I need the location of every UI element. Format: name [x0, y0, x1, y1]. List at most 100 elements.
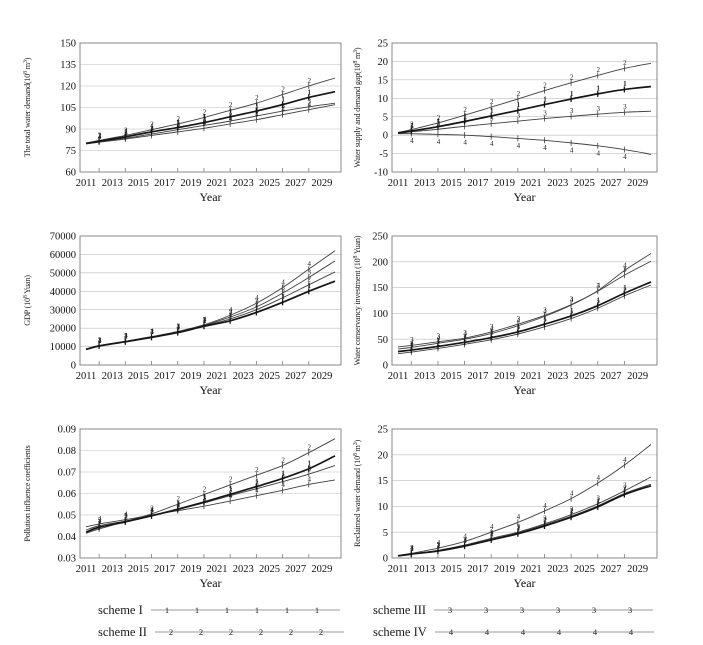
- y-axis-title: The total water demand(108 m3): [23, 57, 32, 157]
- svg-text:0.09: 0.09: [58, 425, 76, 436]
- svg-text:10: 10: [378, 94, 389, 105]
- svg-text:1: 1: [490, 328, 494, 336]
- svg-text:3: 3: [124, 129, 128, 137]
- legend-line-scheme-3: 3 3 3 3 3 3: [434, 605, 654, 615]
- svg-text:2025: 2025: [574, 178, 595, 189]
- legend-item-scheme-4: scheme IV 4 4 4 4 4 4: [373, 623, 658, 641]
- svg-text:3: 3: [570, 295, 574, 303]
- svg-text:4: 4: [410, 544, 414, 552]
- svg-text:20: 20: [378, 57, 389, 68]
- svg-text:1: 1: [98, 132, 102, 140]
- svg-text:2027: 2027: [285, 564, 306, 575]
- svg-text:2023: 2023: [547, 564, 568, 575]
- svg-text:4: 4: [490, 523, 494, 531]
- series-markers-scheme-1: 1 1 1 1 1 1 1 1 1: [410, 485, 627, 558]
- svg-text:15: 15: [378, 476, 389, 487]
- legend-marker-numeral: 1: [285, 605, 289, 615]
- legend-marker-numeral: 3: [628, 605, 632, 615]
- svg-text:2: 2: [203, 108, 207, 116]
- legend-marker-numeral: 1: [195, 605, 199, 615]
- svg-text:-5: -5: [379, 149, 388, 160]
- svg-text:2: 2: [281, 85, 285, 93]
- svg-text:1: 1: [229, 485, 233, 493]
- series-markers-scheme-2: 2 2 2 2 2 2 2 2 2: [410, 59, 627, 133]
- svg-text:1: 1: [229, 108, 233, 116]
- svg-text:2: 2: [623, 59, 627, 67]
- svg-text:2: 2: [150, 121, 154, 129]
- svg-text:1: 1: [124, 128, 128, 136]
- svg-text:4: 4: [437, 138, 441, 146]
- svg-text:4: 4: [203, 497, 207, 505]
- x-axis-title: Year: [199, 576, 221, 590]
- svg-text:2013: 2013: [414, 371, 435, 382]
- y-axis: 0.03 0.04 0.05 0.06 0.07 0.08 0.09: [58, 425, 77, 565]
- svg-text:2: 2: [463, 536, 467, 544]
- y-axis: 0 5 10 15 20 25: [378, 425, 389, 565]
- legend-label-scheme-3: scheme III: [373, 602, 427, 617]
- svg-text:1: 1: [203, 493, 207, 501]
- svg-text:1: 1: [490, 531, 494, 539]
- svg-text:4: 4: [410, 338, 414, 346]
- svg-text:2011: 2011: [388, 564, 409, 575]
- svg-text:4: 4: [623, 261, 627, 269]
- legend-item-scheme-2: scheme II 2 2 2 2 2 2: [98, 623, 348, 641]
- legend-marker-numeral: 3: [556, 605, 560, 615]
- series-markers-scheme-1: 1 1 1 1 1 1 1 1 1: [98, 460, 312, 531]
- legend-label-scheme-2: scheme II: [98, 624, 147, 639]
- gridlines: [392, 261, 657, 340]
- svg-text:4: 4: [570, 146, 574, 154]
- svg-text:2025: 2025: [259, 178, 280, 189]
- plot-frame: [391, 235, 658, 366]
- svg-text:1: 1: [596, 296, 600, 304]
- svg-text:2021: 2021: [207, 564, 228, 575]
- series-markers-scheme-4: 4 4 4 4 4 4 4 4 4: [410, 130, 627, 161]
- gridlines: [80, 254, 341, 347]
- svg-text:2: 2: [255, 94, 259, 102]
- svg-text:2013: 2013: [102, 371, 123, 382]
- svg-text:3: 3: [463, 329, 467, 337]
- svg-text:2027: 2027: [601, 178, 622, 189]
- svg-text:75: 75: [66, 146, 77, 157]
- svg-text:4: 4: [517, 513, 521, 521]
- svg-text:4: 4: [281, 481, 285, 489]
- svg-text:2: 2: [596, 497, 600, 505]
- svg-text:25: 25: [378, 425, 389, 436]
- svg-text:1: 1: [124, 513, 128, 521]
- svg-text:2017: 2017: [154, 564, 175, 575]
- svg-text:4: 4: [410, 137, 414, 145]
- svg-text:1: 1: [490, 107, 494, 115]
- svg-text:3: 3: [410, 545, 414, 553]
- svg-text:2021: 2021: [207, 371, 228, 382]
- svg-text:2029: 2029: [627, 371, 648, 382]
- svg-text:2029: 2029: [311, 371, 332, 382]
- svg-text:4: 4: [517, 317, 521, 325]
- legend-item-scheme-1: scheme I 1 1 1 1 1 1: [98, 601, 344, 619]
- svg-text:1: 1: [281, 293, 285, 301]
- svg-text:1: 1: [308, 282, 312, 290]
- svg-text:1: 1: [623, 284, 627, 292]
- svg-text:4: 4: [308, 475, 312, 483]
- svg-text:3: 3: [281, 284, 285, 292]
- svg-text:0.03: 0.03: [58, 554, 76, 565]
- svg-text:2021: 2021: [521, 371, 542, 382]
- svg-text:2: 2: [543, 81, 547, 89]
- svg-text:3: 3: [203, 116, 207, 124]
- svg-text:3: 3: [176, 121, 180, 129]
- svg-text:4: 4: [463, 532, 467, 540]
- chart-water-conservancy-investment: 0 50 100 150 200 250 2011 2013 2015 2017 2019 2021 2…: [352, 213, 703, 413]
- svg-text:3: 3: [596, 495, 600, 503]
- svg-text:3: 3: [308, 268, 312, 276]
- svg-text:2: 2: [229, 310, 233, 318]
- svg-text:2: 2: [517, 325, 521, 333]
- svg-text:2: 2: [543, 318, 547, 326]
- gridlines: [392, 454, 657, 533]
- svg-text:2: 2: [150, 328, 154, 336]
- y-axis: -10 -5 0 5 10 15 20 25: [374, 39, 388, 179]
- series-markers-scheme-2: 2 2 2 2 2 2 2 2 2: [98, 77, 312, 144]
- svg-text:1: 1: [570, 508, 574, 516]
- svg-text:2029: 2029: [311, 564, 332, 575]
- svg-text:20: 20: [378, 450, 389, 461]
- series-markers-scheme-4: 4 4 4 4 4 4 4 4 4: [410, 261, 627, 351]
- legend-marker-numeral: 1: [225, 605, 229, 615]
- svg-text:4: 4: [517, 142, 521, 150]
